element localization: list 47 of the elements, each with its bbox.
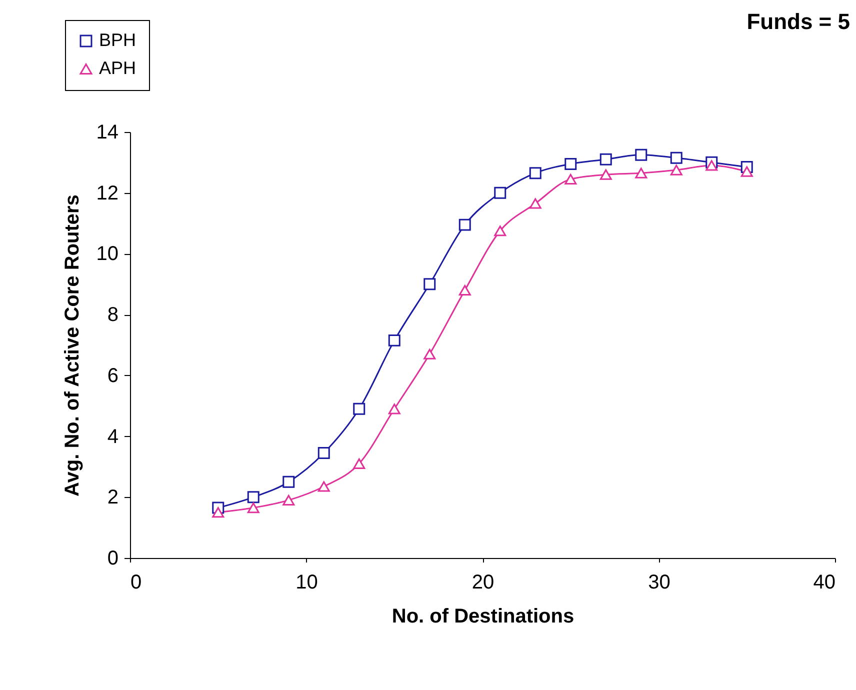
point [635, 148, 648, 161]
y-tick-label: 0 [107, 548, 118, 570]
x-tick-label: 40 [813, 572, 836, 594]
point [424, 348, 436, 360]
point [318, 481, 330, 492]
point [670, 164, 682, 176]
point [740, 166, 753, 177]
point [706, 160, 718, 171]
point [282, 476, 295, 488]
point [670, 152, 682, 164]
point [424, 278, 436, 290]
point [212, 507, 224, 518]
point [318, 447, 330, 460]
point [600, 169, 612, 180]
point [388, 334, 400, 346]
point [353, 402, 366, 415]
point [529, 198, 542, 209]
text: Funds = 5 [746, 9, 850, 34]
y-tick-label: 14 [96, 122, 118, 144]
point [600, 153, 612, 166]
point [635, 168, 648, 178]
x-tick-label: 30 [648, 572, 670, 594]
point [458, 218, 471, 231]
x-tick-label: 10 [296, 572, 318, 594]
y-tick-label: 4 [107, 426, 118, 448]
y-tick-label: 6 [107, 364, 118, 387]
x-tick-label: 0 [130, 572, 142, 594]
y-tick-label: 2 [107, 486, 118, 509]
point [353, 458, 366, 469]
point [282, 494, 295, 506]
point [494, 186, 506, 199]
x-axis-title: No. of Destinations [392, 606, 574, 628]
point [564, 174, 577, 184]
point [388, 404, 400, 414]
y-axis-title: Avg. No. of Active Core Routers [61, 194, 84, 496]
legend-label: BPH [99, 30, 136, 50]
y-tick-label: 8 [107, 304, 118, 326]
point [458, 284, 471, 296]
point [564, 158, 577, 170]
point [494, 226, 506, 236]
y-tick-label: 10 [96, 243, 118, 266]
x-tick-label: 20 [472, 572, 494, 594]
legend-label: APH [99, 58, 136, 78]
point [247, 491, 260, 504]
point [247, 502, 260, 514]
y-tick-label: 12 [96, 182, 118, 204]
point [529, 167, 542, 180]
